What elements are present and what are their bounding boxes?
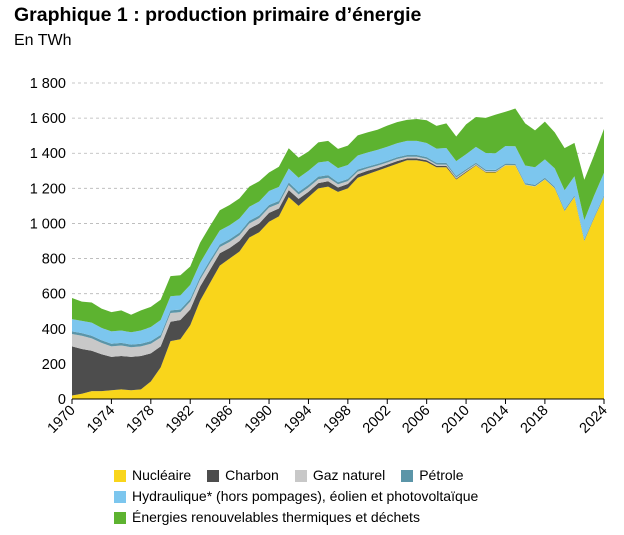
x-tick-label: 1998	[321, 403, 355, 437]
legend-label: Pétrole	[419, 467, 464, 483]
x-tick-label: 1994	[281, 403, 315, 437]
x-tick-label: 2014	[478, 403, 512, 437]
legend-swatch	[114, 490, 126, 503]
x-tick-label: 1970	[45, 403, 79, 437]
legend-label: Nucléaire	[132, 467, 192, 483]
series-area	[72, 160, 604, 399]
legend-label: Énergies renouvelables thermiques et déc…	[132, 509, 420, 525]
x-tick-label: 2024	[577, 403, 611, 437]
x-tick-label: 1982	[163, 403, 197, 437]
legend-item-renouvelables: Énergies renouvelables thermiques et déc…	[114, 507, 420, 528]
series-area	[72, 108, 604, 333]
y-tick-label: 1 000	[30, 216, 66, 232]
legend-row-2: Hydraulique* (hors pompages), éolien et …	[114, 486, 494, 507]
y-tick-label: 0	[58, 392, 66, 408]
x-axis-ticks: 1970 1974 1978 1982 1986 1990 1994 1998 2002 2006…	[45, 398, 611, 437]
legend-swatch	[114, 511, 126, 524]
x-tick-label: 1978	[124, 403, 158, 437]
x-tick-label: 2018	[518, 403, 552, 437]
x-tick-label: 1974	[84, 403, 118, 437]
y-axis-ticks: 0 200 400 600 800 1 000 1 200 1 400 1 600 1 800	[30, 76, 66, 408]
x-tick-label: 1986	[202, 403, 236, 437]
legend-item-hydraulique: Hydraulique* (hors pompages), éolien et …	[114, 486, 478, 507]
legend-swatch	[401, 469, 414, 482]
legend-swatch	[294, 469, 307, 482]
legend-row-1: Nucléaire Charbon Gaz naturel Pétrole	[114, 465, 494, 486]
x-tick-label: 2006	[399, 403, 433, 437]
y-tick-label: 200	[42, 357, 66, 373]
legend-label: Charbon	[225, 467, 279, 483]
legend-label: Hydraulique* (hors pompages), éolien et …	[132, 488, 479, 504]
legend-swatch	[207, 469, 220, 482]
x-tick-label: 2002	[360, 403, 394, 437]
chart-subtitle: En TWh	[14, 32, 72, 49]
legend: Nucléaire Charbon Gaz naturel Pétrole Hy…	[114, 465, 494, 528]
x-tick-label: 2010	[439, 403, 473, 437]
y-tick-label: 600	[42, 287, 66, 303]
y-tick-label: 1 600	[30, 111, 66, 127]
y-tick-label: 400	[42, 322, 66, 338]
series-areas	[72, 108, 604, 399]
series-area	[72, 158, 604, 396]
y-tick-label: 1 200	[30, 181, 66, 197]
legend-row-3: Énergies renouvelables thermiques et déc…	[114, 507, 494, 528]
legend-item-gaz: Gaz naturel	[294, 465, 386, 486]
legend-item-charbon: Charbon	[207, 465, 279, 486]
y-tick-label: 1 400	[30, 146, 66, 162]
chart-title: Graphique 1 : production primaire d’éner…	[14, 4, 422, 26]
legend-item-petrole: Pétrole	[401, 465, 464, 486]
y-tick-label: 800	[42, 252, 66, 268]
series-area	[72, 140, 604, 345]
legend-label: Gaz naturel	[312, 467, 386, 483]
legend-swatch	[114, 469, 126, 482]
x-tick-label: 1990	[242, 403, 276, 437]
legend-item-nucleaire: Nucléaire	[114, 465, 191, 486]
y-tick-label: 1 800	[30, 76, 66, 92]
